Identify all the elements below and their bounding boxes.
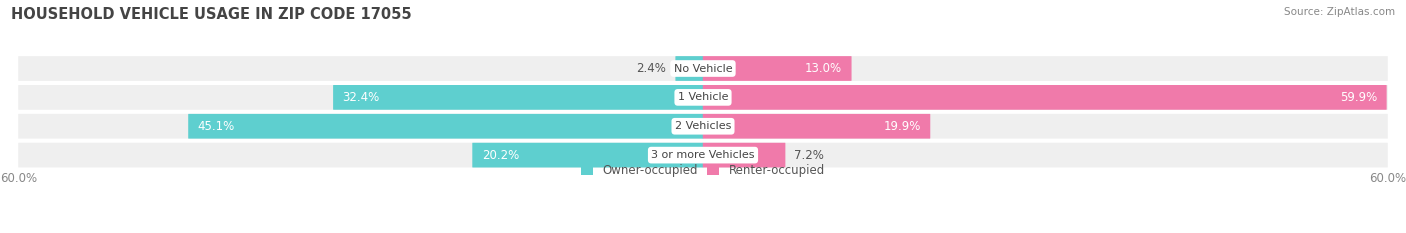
Legend: Owner-occupied, Renter-occupied: Owner-occupied, Renter-occupied: [581, 164, 825, 177]
Text: No Vehicle: No Vehicle: [673, 64, 733, 73]
Text: 7.2%: 7.2%: [794, 149, 824, 162]
Text: 32.4%: 32.4%: [343, 91, 380, 104]
FancyBboxPatch shape: [675, 56, 703, 81]
Text: 19.9%: 19.9%: [883, 120, 921, 133]
FancyBboxPatch shape: [703, 114, 931, 139]
Text: 1 Vehicle: 1 Vehicle: [678, 92, 728, 102]
Text: 2.4%: 2.4%: [637, 62, 666, 75]
FancyBboxPatch shape: [18, 56, 1388, 81]
FancyBboxPatch shape: [18, 114, 1388, 139]
FancyBboxPatch shape: [18, 143, 1388, 168]
FancyBboxPatch shape: [703, 143, 786, 168]
Text: 60.0%: 60.0%: [0, 172, 37, 185]
FancyBboxPatch shape: [18, 85, 1388, 110]
FancyBboxPatch shape: [703, 85, 1386, 110]
Text: 2 Vehicles: 2 Vehicles: [675, 121, 731, 131]
Text: 60.0%: 60.0%: [1369, 172, 1406, 185]
Text: 13.0%: 13.0%: [806, 62, 842, 75]
Text: 59.9%: 59.9%: [1340, 91, 1378, 104]
Text: 20.2%: 20.2%: [482, 149, 519, 162]
Text: Source: ZipAtlas.com: Source: ZipAtlas.com: [1284, 7, 1395, 17]
Text: HOUSEHOLD VEHICLE USAGE IN ZIP CODE 17055: HOUSEHOLD VEHICLE USAGE IN ZIP CODE 1705…: [11, 7, 412, 22]
FancyBboxPatch shape: [703, 56, 852, 81]
Text: 3 or more Vehicles: 3 or more Vehicles: [651, 150, 755, 160]
FancyBboxPatch shape: [188, 114, 703, 139]
Text: 45.1%: 45.1%: [198, 120, 235, 133]
FancyBboxPatch shape: [333, 85, 703, 110]
FancyBboxPatch shape: [472, 143, 703, 168]
